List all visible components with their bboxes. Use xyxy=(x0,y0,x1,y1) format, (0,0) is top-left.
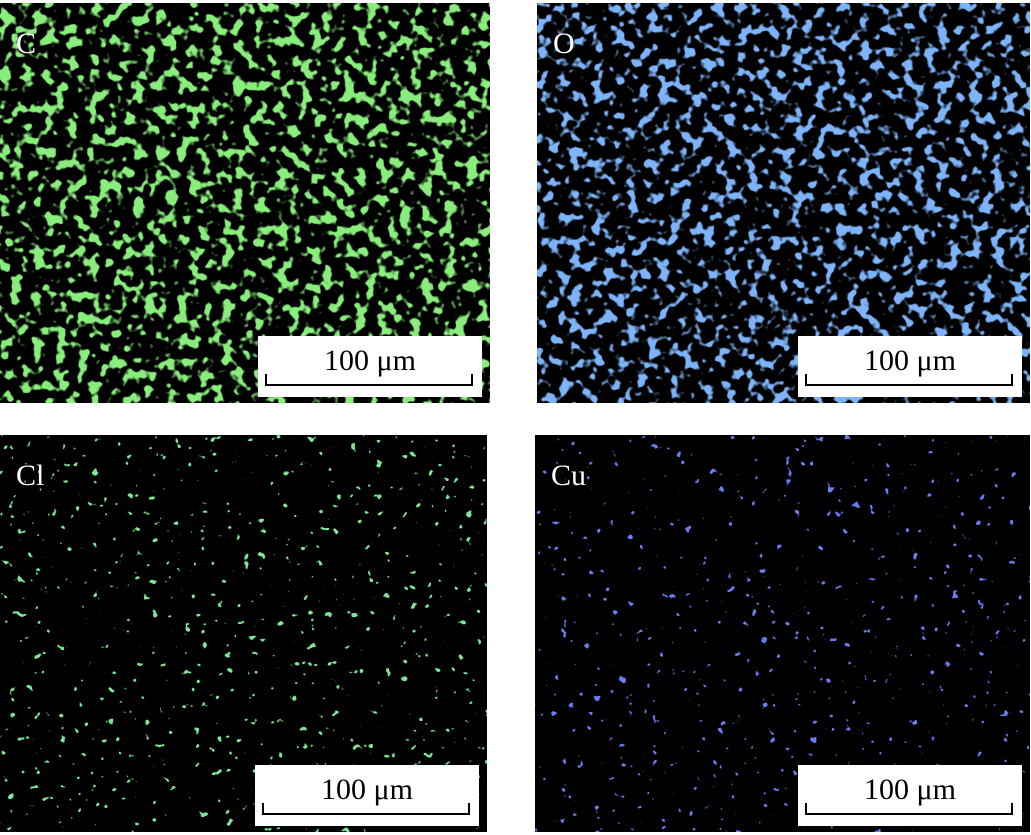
element-label: O xyxy=(553,27,575,60)
map-panel: O 100 μm xyxy=(537,3,1030,403)
scale-bar xyxy=(805,374,1013,386)
scale-bar xyxy=(262,803,470,815)
scale-bar xyxy=(265,374,473,386)
scale-bar xyxy=(805,803,1013,815)
scale-bar-label: 100 μm xyxy=(321,773,413,806)
scale-bar-box xyxy=(255,765,479,826)
scale-bar-label: 100 μm xyxy=(324,344,416,377)
scale-bar-label: 100 μm xyxy=(864,773,956,806)
scale-bar-box xyxy=(258,336,482,397)
element-label: Cu xyxy=(551,459,586,492)
element-label: Cl xyxy=(16,459,44,492)
scale-bar-box xyxy=(798,765,1022,826)
element-label: C xyxy=(16,27,36,60)
scale-bar-box xyxy=(798,336,1022,397)
map-panel: Cl 100 μm xyxy=(0,435,487,832)
map-panel: C 100 μm xyxy=(0,3,490,403)
map-panel: Cu 100 μm xyxy=(535,435,1030,832)
scale-bar-label: 100 μm xyxy=(864,344,956,377)
